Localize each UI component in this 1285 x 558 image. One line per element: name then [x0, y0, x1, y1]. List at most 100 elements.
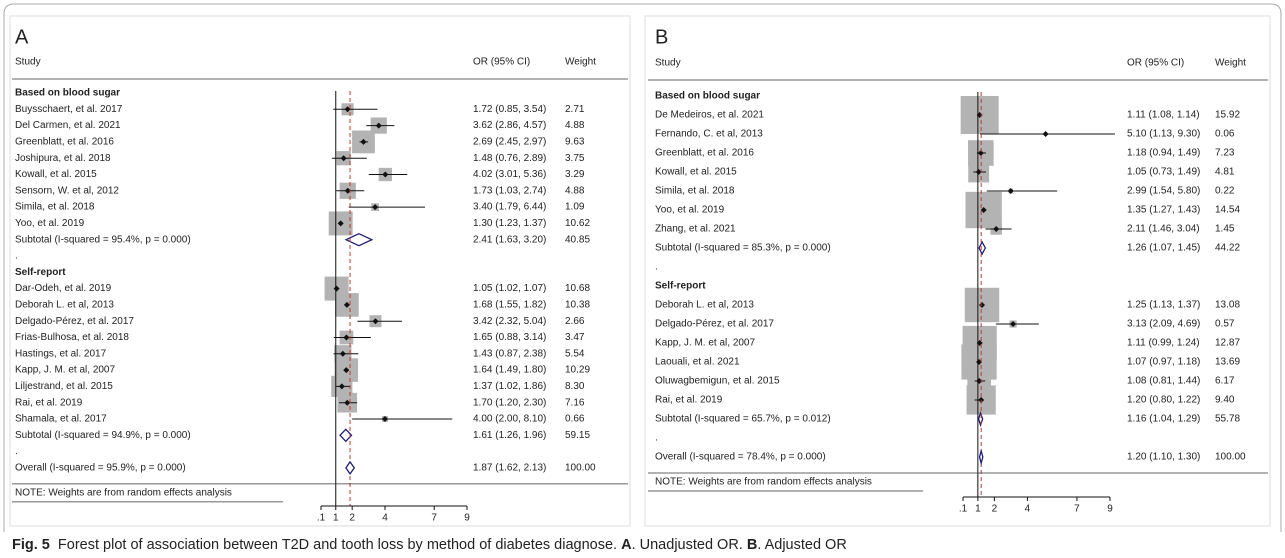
row-label: Kowall, et al. 2015	[655, 167, 737, 178]
ci-label: 3.13 (2.09, 4.69)	[1127, 319, 1200, 330]
weight-label: 12.87	[1215, 338, 1240, 349]
ci-label: 1.16 (1.04, 1.29)	[1127, 414, 1200, 425]
panel-label: B	[655, 26, 668, 48]
weight-label: 2.71	[565, 104, 585, 115]
row-label: Kapp, J. M. et al, 2007	[655, 338, 755, 349]
row-label: Rai, et al. 2019	[655, 395, 723, 406]
point-estimate	[338, 383, 345, 390]
weight-label: 13.69	[1215, 357, 1240, 368]
row-label: Rai, et al. 2019	[15, 397, 83, 408]
weight-label: 10.68	[565, 283, 590, 294]
ci-label: 3.62 (2.86, 4.57)	[473, 120, 546, 131]
point-estimate	[372, 204, 379, 211]
point-estimate	[375, 122, 382, 129]
ci-label: 1.48 (0.76, 2.89)	[473, 153, 546, 164]
row-label: De Medeiros, et al. 2021	[655, 110, 764, 121]
ci-label: 1.61 (1.26, 1.96)	[473, 430, 546, 441]
row-label: Joshipura, et al. 2018	[15, 153, 111, 164]
group-header: Based on blood sugar	[15, 88, 120, 99]
weight-label: 4.88	[565, 120, 585, 131]
weight-label: 3.47	[565, 332, 585, 343]
row-label: Shamala, et al. 2017	[15, 414, 107, 425]
row-label: Fernando, C. et al, 2013	[655, 129, 763, 140]
row-label: Kapp, J. M. et al, 2007	[15, 365, 115, 376]
group-header: Self-report	[655, 281, 706, 292]
pooled-diamond	[978, 448, 984, 466]
row-label: Hastings, et al. 2017	[15, 348, 107, 359]
column-header: Weight	[1215, 58, 1246, 69]
point-estimate	[980, 207, 987, 213]
group-header: Self-report	[15, 267, 66, 278]
row-label: Simila, et al. 2018	[655, 186, 735, 197]
row-label: Zhang, et al. 2021	[655, 224, 736, 235]
ci-label: 2.11 (1.46, 3.04)	[1127, 224, 1200, 235]
ci-label: 1.11 (1.08, 1.14)	[1127, 110, 1200, 121]
ci-label: 1.70 (1.20, 2.30)	[473, 397, 546, 408]
point-estimate	[1042, 131, 1049, 137]
row-label: Delgado-Pérez, et al. 2017	[655, 319, 774, 330]
point-estimate	[382, 171, 389, 178]
weight-label: 6.17	[1215, 376, 1235, 387]
row-label: Overall (I-squared = 78.4%, p = 0.000)	[655, 452, 826, 463]
weight-label: 2.66	[565, 316, 585, 327]
ci-label: 1.07 (0.97, 1.18)	[1127, 357, 1200, 368]
weight-label: 1.09	[565, 202, 585, 213]
weight-label: 55.78	[1215, 414, 1240, 425]
ci-label: 1.18 (0.94, 1.49)	[1127, 148, 1200, 159]
x-tick-label: 1	[333, 513, 339, 524]
note: NOTE: Weights are from random effects an…	[655, 477, 872, 488]
weight-label: 0.22	[1215, 186, 1235, 197]
gap-label: .	[655, 262, 658, 273]
row-label: Delgado-Pérez, et al. 2017	[15, 316, 134, 327]
x-tick-label: 4	[382, 513, 388, 524]
point-estimate	[1007, 188, 1014, 194]
row-label: Subtotal (I-squared = 94.9%, p = 0.000)	[15, 430, 191, 441]
column-header: Study	[655, 58, 681, 69]
weight-label: 0.66	[565, 414, 585, 425]
weight-label: 0.57	[1215, 319, 1235, 330]
row-label: Deborah L. et al, 2013	[655, 300, 754, 311]
weight-label: 8.30	[565, 381, 585, 392]
point-estimate	[340, 155, 347, 162]
x-tick-label: 1	[975, 504, 981, 515]
row-label: Kowall, et al. 2015	[15, 169, 97, 180]
caption-segment: A	[621, 537, 632, 553]
weight-label: 7.23	[1215, 148, 1235, 159]
ci-label: 5.10 (1.13, 9.30)	[1127, 129, 1200, 140]
row-label: Simila, et al. 2018	[15, 202, 95, 213]
row-label: Greenblatt, et al. 2016	[15, 137, 114, 148]
column-header: OR (95% CI)	[473, 57, 530, 68]
ci-label: 3.40 (1.79, 6.44)	[473, 202, 546, 213]
ci-label: 2.41 (1.63, 3.20)	[473, 234, 546, 245]
weight-label: 0.06	[1215, 129, 1235, 140]
weight-label: 13.08	[1215, 300, 1240, 311]
gap-label: .	[15, 446, 18, 457]
weight-label: 7.16	[565, 397, 585, 408]
point-estimate	[360, 138, 367, 145]
row-label: Subtotal (I-squared = 95.4%, p = 0.000)	[15, 234, 191, 245]
weight-label: 9.63	[565, 137, 585, 148]
point-estimate	[381, 416, 388, 422]
point-estimate	[343, 334, 350, 341]
column-header: Weight	[565, 57, 596, 68]
ci-label: 3.42 (2.32, 5.04)	[473, 316, 546, 327]
ci-label: 1.08 (0.81, 1.44)	[1127, 376, 1200, 387]
pooled-diamond	[977, 411, 984, 427]
group-header: Based on blood sugar	[655, 91, 760, 102]
gap-label: .	[15, 251, 18, 262]
row-label: Laouali, et al. 2021	[655, 357, 740, 368]
ci-label: 1.64 (1.49, 1.80)	[473, 365, 546, 376]
ci-label: 1.20 (0.80, 1.22)	[1127, 395, 1200, 406]
point-estimate	[344, 106, 351, 113]
ci-label: 1.87 (1.62, 2.13)	[473, 463, 546, 474]
column-header: OR (95% CI)	[1127, 58, 1184, 69]
weight-label: 5.54	[565, 348, 585, 359]
x-tick-label: .1	[959, 504, 968, 515]
caption-segment: . Unadjusted OR.	[632, 537, 747, 553]
weight-label: 59.15	[565, 430, 590, 441]
caption-segment: Fig. 5	[12, 537, 50, 553]
caption: Fig. 5 Forest plot of association betwee…	[12, 537, 847, 553]
weight-label: 10.62	[565, 218, 590, 229]
point-estimate	[344, 399, 351, 406]
